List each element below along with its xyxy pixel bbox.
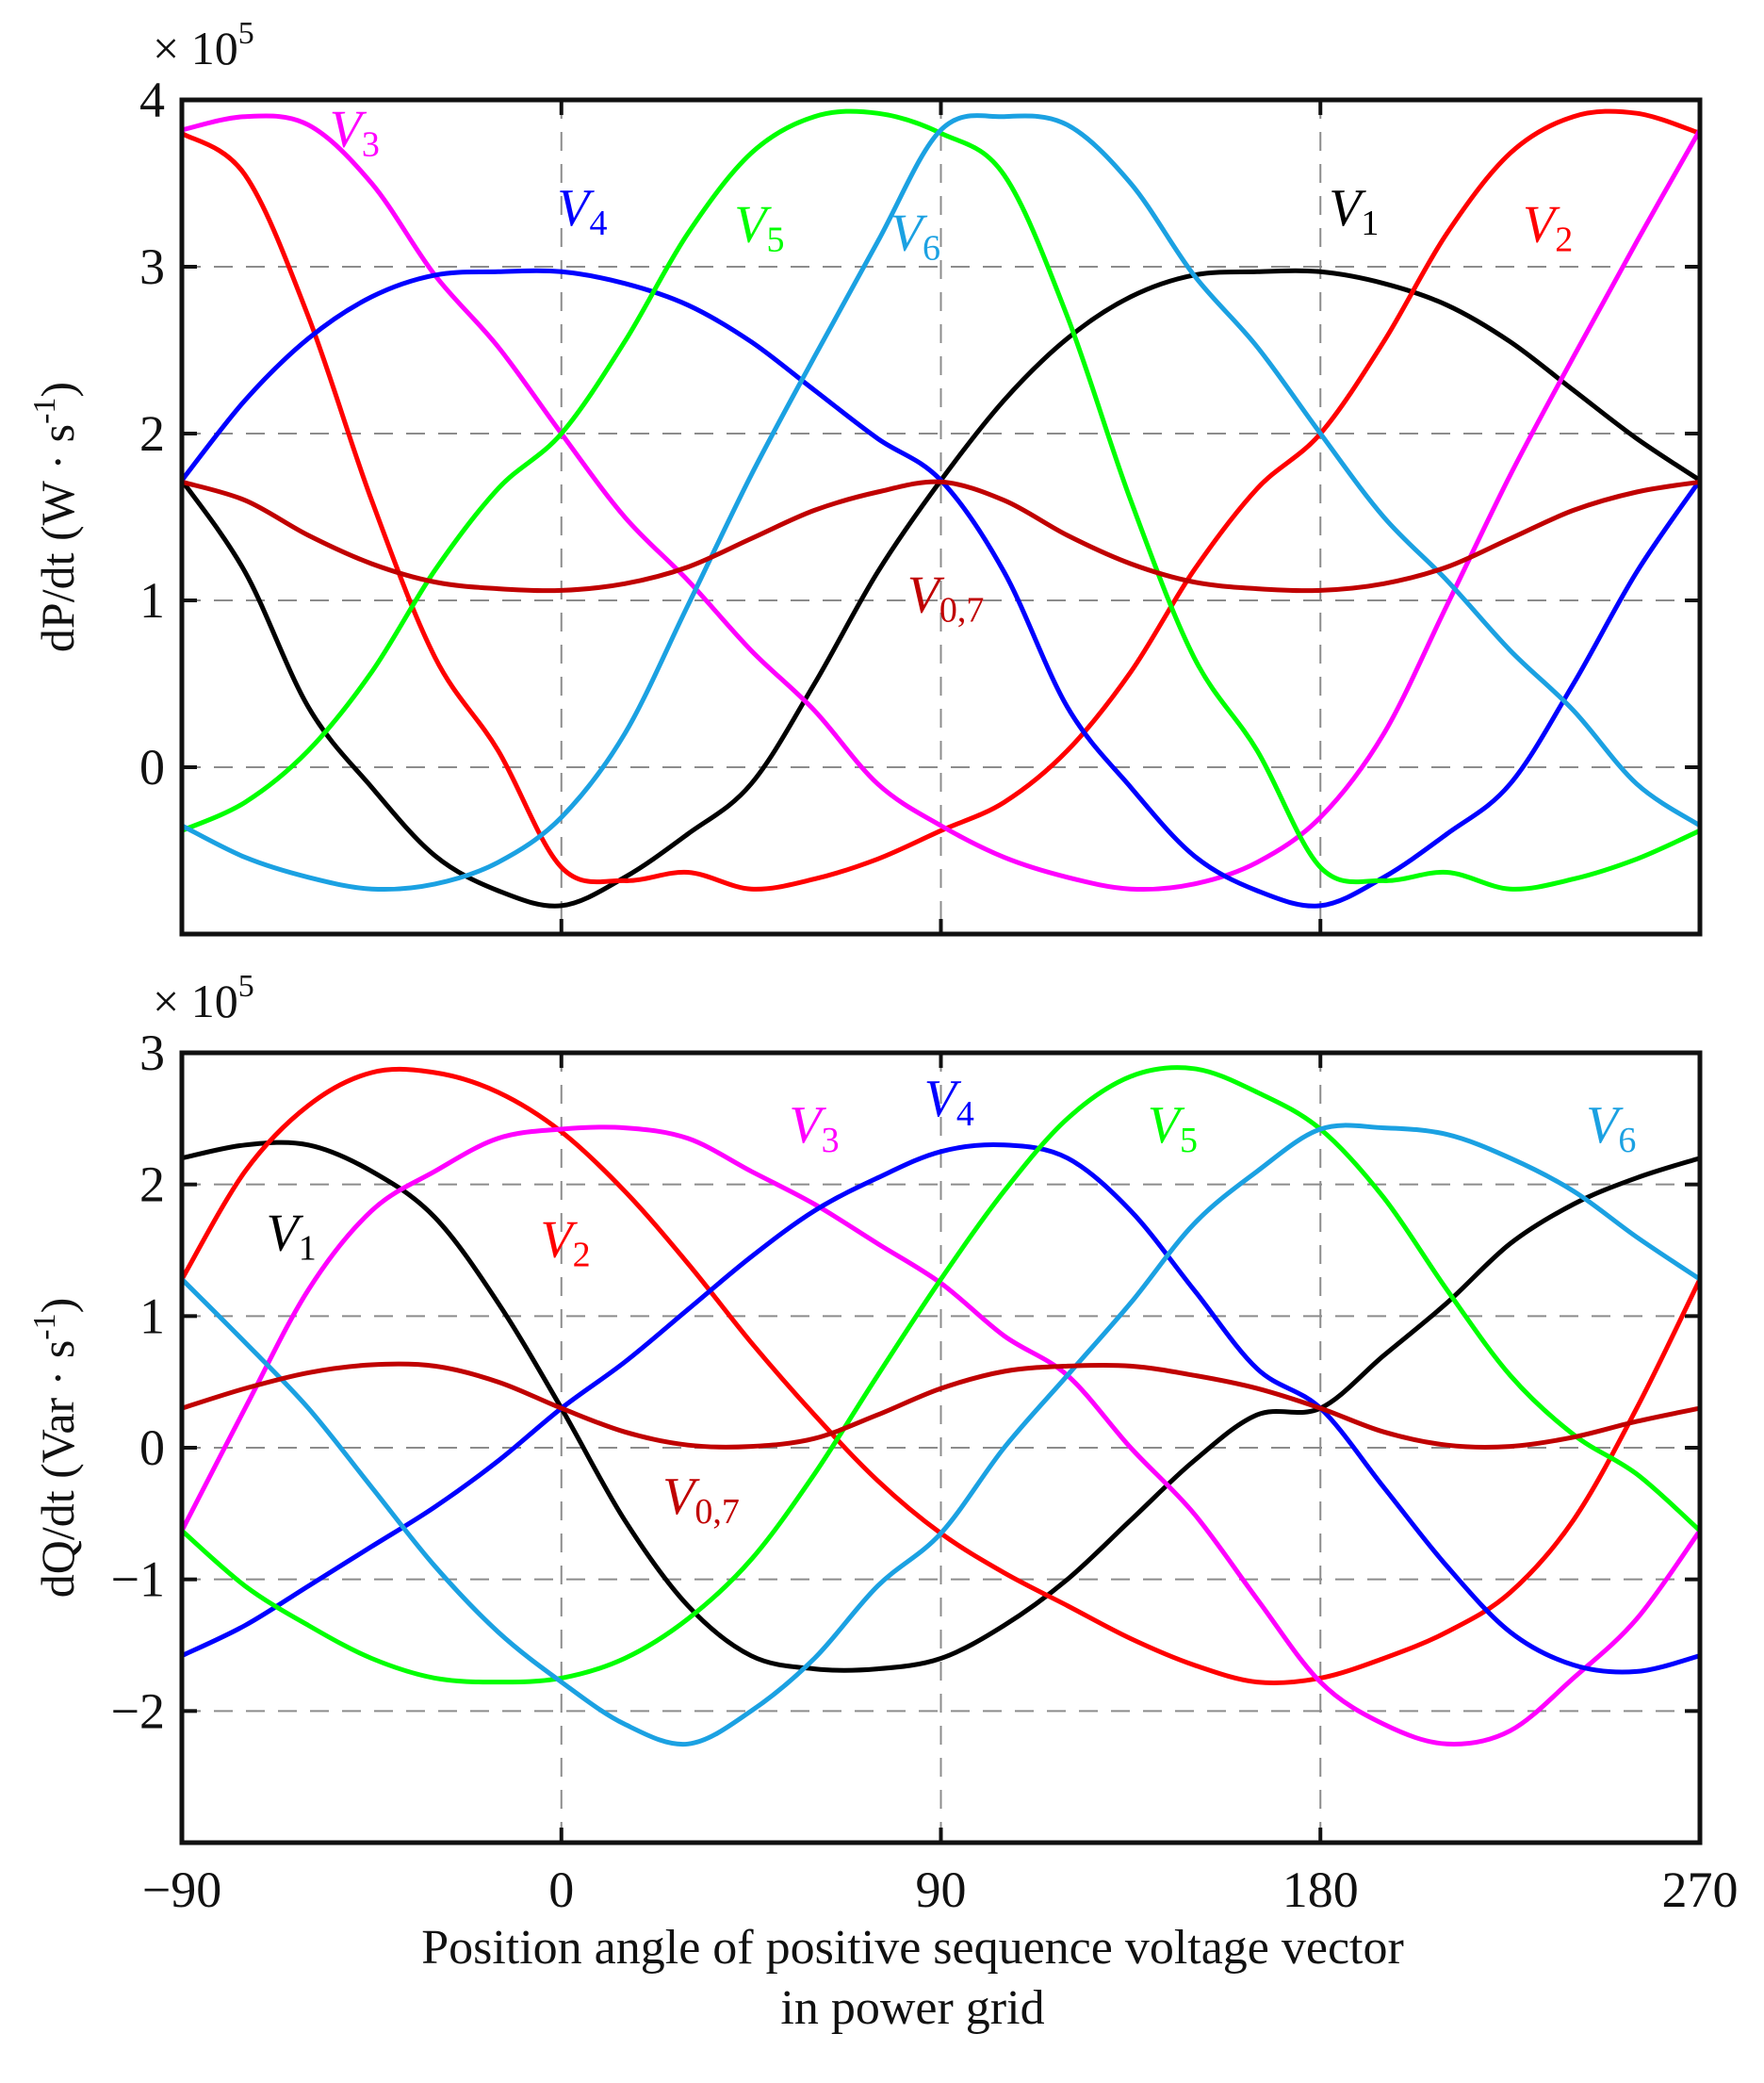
dq-series-v5-line — [180, 1065, 1702, 1685]
dq-series-v2-line — [179, 1066, 1703, 1685]
dq-plot-frame — [179, 1050, 1703, 1845]
dq-ytick-label: 3 — [139, 1025, 165, 1081]
dq-series-label-v6: V6 — [1586, 1096, 1636, 1160]
dq-ytick-label: 1 — [139, 1288, 165, 1344]
dp-series-label-v4: V4 — [557, 179, 607, 243]
dq-series-label-v2: V2 — [540, 1210, 590, 1274]
dq-xtick-label: 270 — [1662, 1862, 1739, 1918]
dq-series-label-v3: V3 — [789, 1096, 839, 1160]
dq-ytick-label: 2 — [139, 1156, 165, 1213]
dp-series-v4-line — [180, 268, 1703, 909]
dp-ytick-label: 3 — [139, 238, 165, 295]
dq-xtick-label: −90 — [142, 1862, 221, 1918]
dq-series-label-v07: V0,7 — [662, 1468, 740, 1532]
dq-series-label-v1: V1 — [267, 1205, 317, 1269]
dq-y-axis-label: dQ/dt (Var · s-1) — [27, 1298, 84, 1599]
dq-series-label-v5: V5 — [1148, 1096, 1198, 1160]
dp-ytick-label: 0 — [139, 739, 165, 795]
dp-series-label-v5: V5 — [734, 195, 784, 259]
dp-ytick-label: 1 — [139, 572, 165, 629]
dp-ytick-label: 4 — [139, 72, 165, 128]
dp-series-label-v2: V2 — [1523, 195, 1573, 259]
dq-y-tick-labels: −2 −1 0 1 2 3 — [111, 1025, 165, 1739]
dq-grid — [182, 1053, 1700, 1843]
dq-series-labels: V1 V2 V3 V4 V5 V6 V0,7 — [267, 1070, 1637, 1532]
x-axis-label-line1: Position angle of positive sequence volt… — [421, 1921, 1404, 1975]
dq-series-group — [179, 1065, 1703, 1747]
dp-series-v1-line — [179, 268, 1702, 909]
dp-series-label-v3: V3 — [330, 101, 380, 165]
dp-chart-panel: V1 V2 V3 V4 V5 V6 V0,7 0 1 2 3 4 × 105 dP/dt (W · … — [27, 16, 1703, 937]
dq-xtick-label: 0 — [548, 1862, 574, 1918]
dq-xtick-label: 180 — [1282, 1862, 1359, 1918]
dq-chart-panel: V1 V2 V3 V4 V5 V6 V0,7 −2 −1 0 1 2 3 −90 0 90 180 270 ×… — [27, 969, 1739, 2035]
dq-series-v07-line — [181, 1361, 1701, 1450]
dq-x-tick-labels: −90 0 90 180 270 — [142, 1862, 1739, 1918]
dp-series-v3-line — [181, 113, 1703, 893]
dp-series-labels: V1 V2 V3 V4 V5 V6 V0,7 — [330, 101, 1574, 631]
dp-y-tick-labels: 0 1 2 3 4 — [139, 72, 165, 795]
dq-series-v4-line — [180, 1142, 1701, 1675]
dp-series-v6-line — [180, 113, 1702, 893]
dq-series-label-v4: V4 — [924, 1070, 974, 1134]
dp-series-label-v07: V0,7 — [907, 566, 985, 630]
dp-series-v2-line — [180, 108, 1701, 892]
dp-series-group — [179, 108, 1703, 909]
dq-xtick-label: 90 — [916, 1862, 967, 1918]
dp-series-v5-line — [180, 108, 1702, 892]
dp-series-v07-line — [181, 479, 1701, 594]
dp-series-label-v6: V6 — [890, 204, 940, 268]
dp-scale-multiplier: × 105 — [153, 16, 254, 74]
dp-ytick-label: 2 — [139, 405, 165, 462]
x-axis-label-line2: in power grid — [780, 1981, 1044, 2035]
dq-scale-multiplier: × 105 — [153, 969, 254, 1027]
dp-y-axis-label: dP/dt (W · s-1) — [27, 382, 84, 652]
dq-ytick-label: −1 — [111, 1551, 165, 1608]
dp-plot-frame — [179, 97, 1703, 937]
dp-ticks — [182, 98, 1700, 934]
dq-series-v6-line — [180, 1123, 1702, 1747]
dp-series-label-v1: V1 — [1329, 179, 1379, 243]
dq-ytick-label: −2 — [111, 1682, 165, 1739]
dq-ytick-label: 0 — [139, 1419, 165, 1476]
dq-series-v1-line — [181, 1140, 1701, 1673]
dq-series-v3-line — [179, 1124, 1703, 1747]
